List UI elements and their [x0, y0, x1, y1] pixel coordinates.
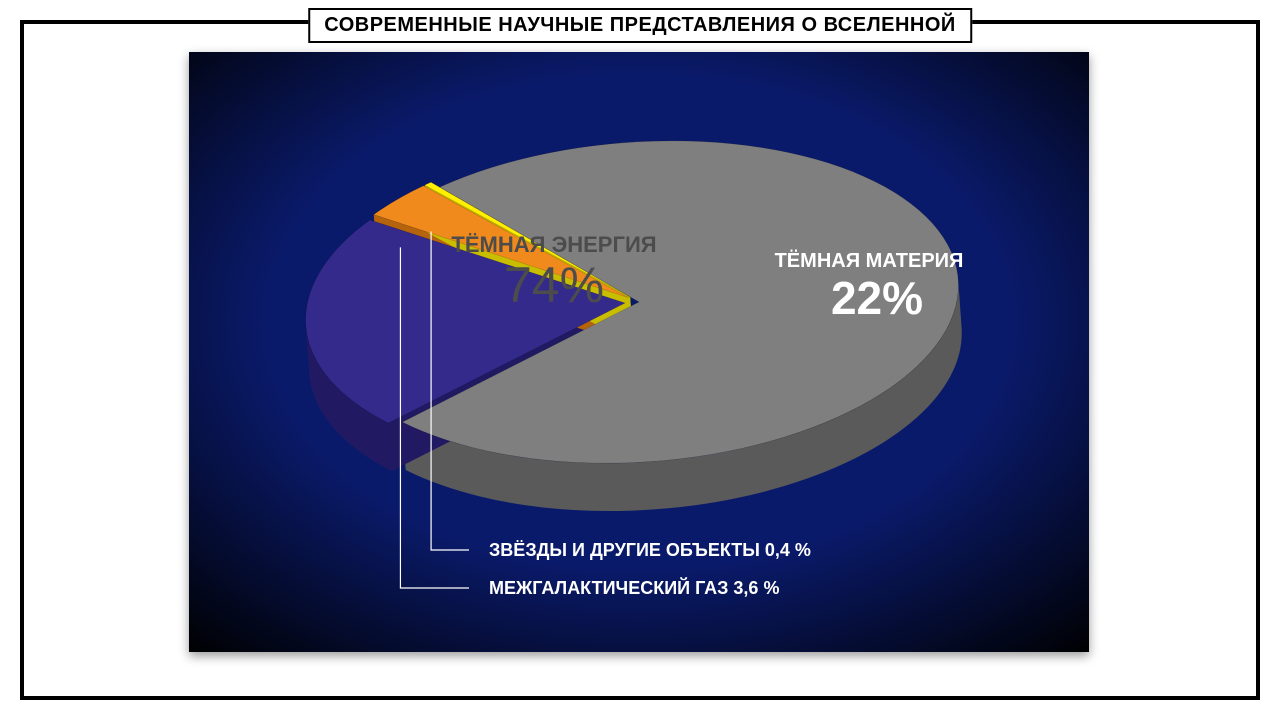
callout-intergal_gas: МЕЖГАЛАКТИЧЕСКИЙ ГАЗ 3,6 %: [489, 577, 779, 598]
slide-frame: СОВРЕМЕННЫЕ НАУЧНЫЕ ПРЕДСТАВЛЕНИЯ О ВСЕЛ…: [20, 20, 1260, 700]
label-dark_matter: ТЁМНАЯ МАТЕРИЯ: [775, 249, 964, 272]
slide-title: СОВРЕМЕННЫЕ НАУЧНЫЕ ПРЕДСТАВЛЕНИЯ О ВСЕЛ…: [308, 8, 972, 43]
label-dark_energy: ТЁМНАЯ ЭНЕРГИЯ: [451, 232, 656, 257]
callout-stars_objects: ЗВЁЗДЫ И ДРУГИЕ ОБЪЕКТЫ 0,4 %: [489, 540, 811, 560]
universe-composition-chart: ТЁМНАЯ ЭНЕРГИЯ74% ТЁМНАЯ МАТЕРИЯ22% ЗВЁЗДЫ…: [189, 52, 1089, 652]
pie-chart-svg: ТЁМНАЯ ЭНЕРГИЯ74% ТЁМНАЯ МАТЕРИЯ22% ЗВЁЗДЫ…: [189, 52, 1089, 652]
value-dark_matter: 22%: [831, 272, 923, 324]
value-dark_energy: 74%: [504, 257, 604, 313]
